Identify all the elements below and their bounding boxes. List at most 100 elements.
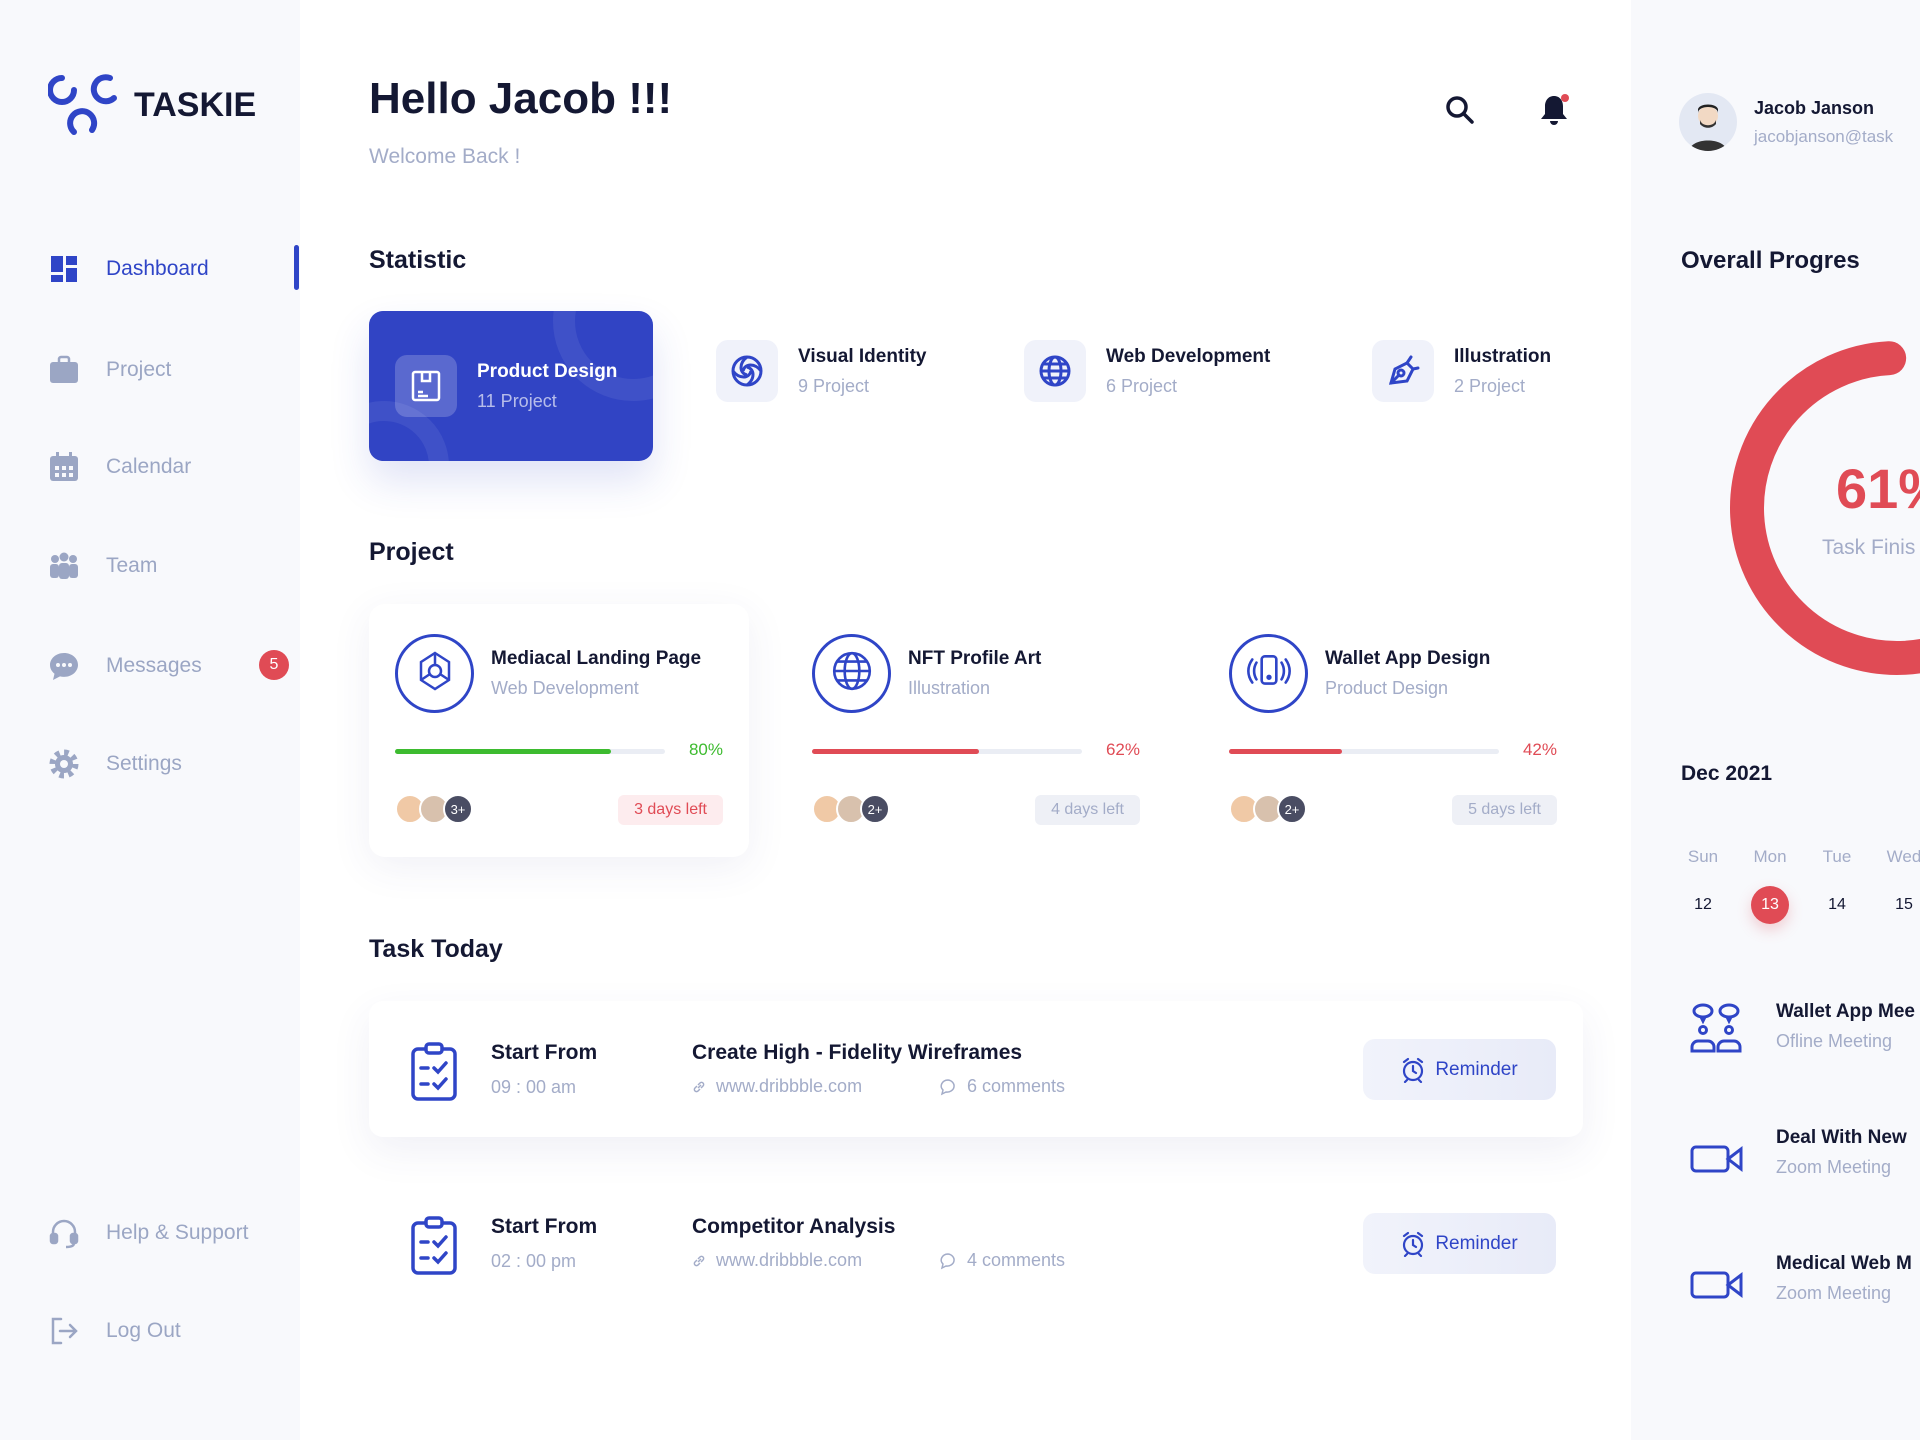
progress-fill bbox=[812, 749, 980, 754]
more-members-count: 2+ bbox=[1277, 794, 1307, 824]
progress-caption: Task Finis bbox=[1822, 536, 1916, 559]
globe-icon bbox=[1039, 355, 1071, 387]
avatar[interactable] bbox=[1679, 93, 1737, 151]
task-card[interactable]: Start From 09 : 00 am Create High - Fide… bbox=[369, 1001, 1583, 1137]
meeting-item[interactable]: Deal With New Zoom Meeting bbox=[1690, 1127, 1907, 1180]
progress-percent: 80% bbox=[688, 740, 723, 759]
link-icon bbox=[693, 1081, 705, 1092]
sidebar-item-label: Log Out bbox=[106, 1319, 181, 1342]
stat-card-product-design[interactable]: Product Design 11 Project bbox=[369, 311, 653, 461]
sidebar-item-label: Dashboard bbox=[106, 257, 209, 280]
team-icon bbox=[50, 552, 78, 579]
progress-donut bbox=[1730, 341, 1920, 675]
iconic-hexagon-icon bbox=[413, 649, 457, 698]
clipboard-check-icon bbox=[411, 1216, 457, 1275]
progress-percent: 42% bbox=[1522, 740, 1557, 759]
meeting-type: Zoom Meeting bbox=[1776, 1283, 1892, 1303]
stat-title: Visual Identity bbox=[798, 345, 927, 367]
project-title: Mediacal Landing Page bbox=[491, 648, 702, 669]
headset-icon bbox=[49, 1219, 79, 1249]
sidebar-item-calendar[interactable]: Calendar bbox=[48, 447, 191, 487]
stat-title: Web Development bbox=[1106, 345, 1271, 367]
project-card[interactable]: Mediacal Landing Page Web Development 80… bbox=[369, 604, 749, 857]
stat-title: Product Design bbox=[477, 361, 618, 382]
progress-bar bbox=[812, 749, 1082, 754]
task-comments-text: 6 comments bbox=[967, 1076, 1066, 1096]
clipboard-check-icon bbox=[411, 1042, 457, 1101]
task-title: Create High - Fidelity Wireframes bbox=[692, 1041, 1023, 1064]
progress-fill bbox=[395, 749, 611, 754]
stat-count: 11 Project bbox=[477, 391, 557, 411]
sidebar-item-log-out[interactable]: Log Out bbox=[48, 1311, 181, 1351]
days-left-badge: 4 days left bbox=[1035, 795, 1140, 825]
search-icon[interactable] bbox=[1444, 94, 1476, 126]
task-comments[interactable]: 6 comments bbox=[939, 1076, 1065, 1097]
calendar-date[interactable]: 13 bbox=[1751, 886, 1789, 924]
days-left-badge: 3 days left bbox=[618, 795, 723, 825]
video-camera-icon bbox=[1690, 1253, 1746, 1306]
reminder-button[interactable]: Reminder bbox=[1363, 1039, 1556, 1100]
bell-icon[interactable] bbox=[1536, 92, 1572, 128]
calendar-date[interactable]: 12 bbox=[1694, 896, 1712, 913]
task-comments[interactable]: 4 comments bbox=[939, 1250, 1065, 1271]
more-members-count: 3+ bbox=[443, 794, 473, 824]
task-start-label: Start From bbox=[491, 1041, 598, 1064]
meeting-item[interactable]: Wallet App Mee Ofline Meeting bbox=[1690, 1001, 1915, 1060]
member-avatars[interactable]: 2+ bbox=[812, 794, 890, 824]
reminder-label: Reminder bbox=[1435, 1232, 1518, 1254]
member-avatars[interactable]: 2+ bbox=[1229, 794, 1307, 824]
user-avatar-icon bbox=[1689, 104, 1727, 151]
task-card[interactable]: Start From 02 : 00 pm Competitor Analysi… bbox=[369, 1175, 1583, 1311]
member-avatars[interactable]: 3+ bbox=[395, 794, 473, 824]
sidebar-item-team[interactable]: Team bbox=[48, 546, 157, 586]
link-icon bbox=[693, 1255, 705, 1266]
stat-item-illustration[interactable]: Illustration 2 Project bbox=[1372, 340, 1551, 402]
project-card[interactable]: NFT Profile Art Illustration 62% 2+ 4 da… bbox=[786, 604, 1166, 857]
meeting-item[interactable]: Medical Web M Zoom Meeting bbox=[1690, 1253, 1912, 1306]
sidebar-item-settings[interactable]: Settings bbox=[48, 744, 182, 784]
progress-arc bbox=[1730, 341, 1920, 675]
sidebar-item-label: Project bbox=[106, 358, 172, 381]
comment-icon bbox=[940, 1252, 955, 1269]
stat-count: 6 Project bbox=[1106, 375, 1178, 396]
sidebar-item-dashboard[interactable]: Dashboard bbox=[48, 249, 209, 289]
globe-icon bbox=[829, 648, 875, 699]
sidebar-item-project[interactable]: Project bbox=[48, 350, 171, 390]
meeting-type: Zoom Meeting bbox=[1776, 1157, 1892, 1177]
project-heading: Project bbox=[369, 538, 454, 566]
more-members-count: 2+ bbox=[860, 794, 890, 824]
stat-item-visual-identity[interactable]: Visual Identity 9 Project bbox=[716, 340, 926, 402]
task-link[interactable]: www.dribbble.com bbox=[692, 1250, 862, 1271]
project-card[interactable]: Wallet App Design Product Design 42% 2+ … bbox=[1203, 604, 1583, 857]
stat-item-web-development[interactable]: Web Development 6 Project bbox=[1024, 340, 1270, 402]
sidebar-item-label: Team bbox=[106, 554, 158, 577]
meeting-title: Wallet App Mee bbox=[1776, 1001, 1915, 1022]
user-email: jacobjanson@task bbox=[1754, 127, 1894, 146]
reminder-button[interactable]: Reminder bbox=[1363, 1213, 1556, 1274]
project-title: NFT Profile Art bbox=[908, 648, 1042, 669]
stat-title: Illustration bbox=[1454, 345, 1552, 367]
user-name: Jacob Janson bbox=[1754, 98, 1875, 118]
meeting-type: Ofline Meeting bbox=[1776, 1031, 1893, 1051]
pen-tool-icon bbox=[1388, 355, 1420, 385]
calendar-date[interactable]: 14 bbox=[1828, 896, 1846, 913]
task-link[interactable]: www.dribbble.com bbox=[692, 1076, 862, 1097]
progress-fill bbox=[1229, 749, 1343, 754]
meeting-people-icon bbox=[1690, 1001, 1746, 1060]
sidebar-item-label: Calendar bbox=[106, 455, 192, 478]
task-link-text: www.dribbble.com bbox=[716, 1076, 863, 1096]
swirl-icon bbox=[731, 355, 763, 387]
statistic-heading: Statistic bbox=[369, 246, 467, 274]
messages-badge: 5 bbox=[259, 650, 289, 680]
logo-icon bbox=[48, 74, 117, 135]
right-panel: Jacob Janson jacobjanson@task Overall Pr… bbox=[1631, 0, 1920, 1440]
sidebar-item-messages[interactable]: Messages bbox=[48, 646, 288, 686]
task-time: 09 : 00 am bbox=[491, 1077, 577, 1097]
sidebar-item-help-support[interactable]: Help & Support bbox=[48, 1213, 248, 1253]
stat-count: 9 Project bbox=[798, 375, 870, 396]
logo[interactable]: TASKIE bbox=[48, 74, 256, 136]
meeting-title: Deal With New bbox=[1776, 1127, 1907, 1148]
meeting-title: Medical Web M bbox=[1776, 1253, 1912, 1274]
alarm-clock-icon bbox=[1403, 1231, 1424, 1257]
calendar-date[interactable]: 15 bbox=[1895, 896, 1913, 913]
